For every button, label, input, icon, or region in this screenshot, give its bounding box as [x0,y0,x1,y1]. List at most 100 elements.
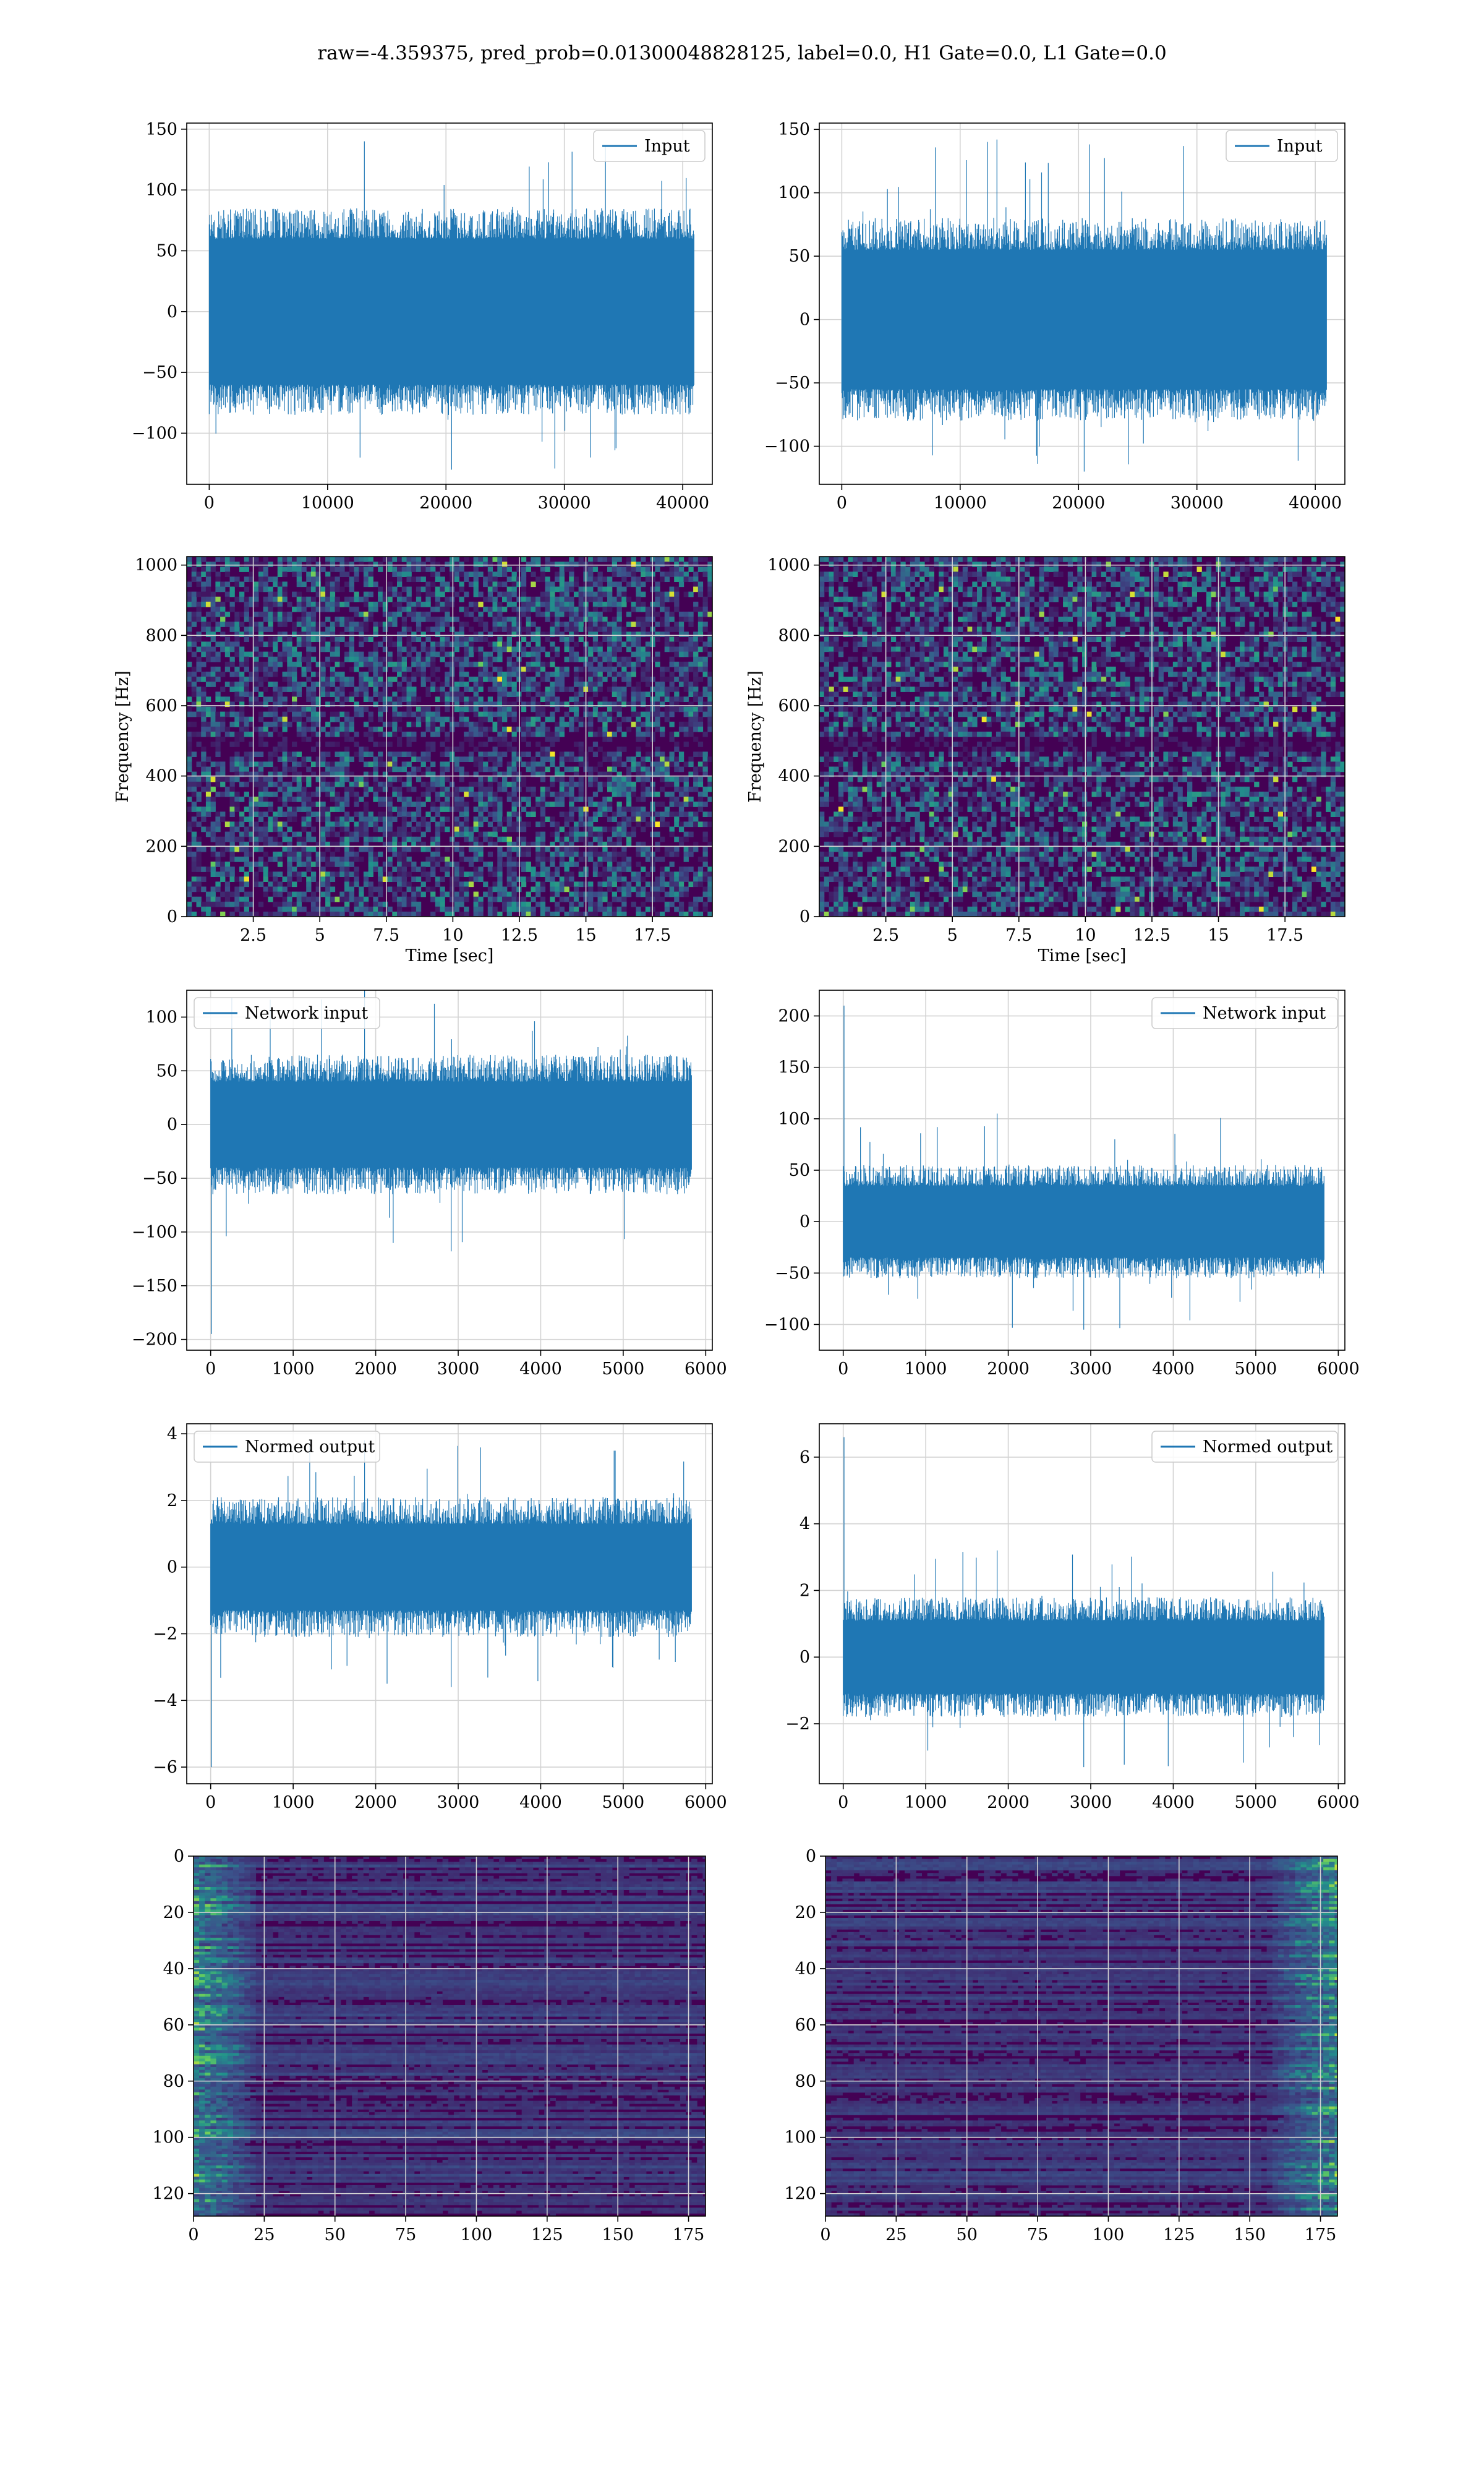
legend-label: Network input [245,1004,368,1023]
x-tick-label: 0 [188,2225,198,2245]
x-tick-label: 125 [531,2225,563,2245]
x-axis-label: Time [sec] [1038,946,1127,965]
x-tick-label: 10 [442,926,463,945]
y-tick-label: 200 [145,837,177,856]
y-tick-label: 0 [167,907,177,927]
heatmap-cells [187,557,712,917]
x-tick-label: 2000 [987,1793,1030,1812]
x-tick-label: 0 [838,1359,848,1379]
subplot-r1c1: 2.5 5 7.5 10 12.5 15 17.5 0 200 400 600 800 1000 Time… [746,556,1345,965]
y-tick-label: 60 [795,2016,816,2035]
x-tick-label: 125 [1163,2225,1195,2245]
x-tick-label: 3000 [437,1793,480,1812]
y-tick-label: 0 [800,310,810,330]
y-tick-label: 800 [778,626,810,645]
y-tick-label: −6 [153,1758,177,1777]
x-tick-label: 3000 [437,1359,480,1379]
y-tick-label: 50 [789,1161,810,1180]
tick-labels: 0 1000 2000 3000 4000 5000 6000 −100 −50 0 50 100 15… [764,1007,1360,1379]
subplot-r3c1: 0 1000 2000 3000 4000 5000 6000 −2 0 2 4 6 Normed ou… [785,1423,1360,1812]
legend: Normed output [1151,1431,1338,1463]
axes-frame [819,1423,1345,1784]
axes-frame [186,122,713,485]
y-tick-label: −200 [132,1330,177,1350]
tick-labels: 0 10000 20000 30000 40000 −100 −50 0 50 100 150 [132,120,709,513]
subplot-r2c1: 0 1000 2000 3000 4000 5000 6000 −100 −50 0 50 100 15… [764,990,1360,1379]
y-tick-label: 40 [795,1959,816,1979]
legend: Network input [1151,997,1338,1029]
legend: Normed output [194,1431,380,1463]
x-tick-label: 0 [838,1793,848,1812]
y-tick-label: 20 [795,1903,816,1922]
x-tick-label: 150 [602,2225,634,2245]
y-tick-label: −150 [132,1277,177,1296]
legend-label: Input [644,137,690,156]
grid-lines [825,1856,1337,2216]
y-axis-label: Frequency [Hz] [746,670,765,802]
x-tick-label: 25 [885,2225,906,2245]
x-tick-label: 4000 [1152,1793,1195,1812]
x-tick-label: 3000 [1070,1793,1112,1812]
x-tick-label: 5 [315,926,325,945]
x-tick-label: 5000 [1235,1793,1277,1812]
y-tick-label: 20 [163,1903,184,1922]
y-tick-label: 0 [800,907,810,927]
signal-trace [843,1005,1324,1330]
x-tick-label: 0 [837,494,847,513]
subplot-r1c0: 2.5 5 7.5 10 12.5 15 17.5 0 200 400 600 800 1000 Time… [113,556,713,965]
x-tick-label: 6000 [1317,1359,1360,1379]
x-tick-label: 5 [947,926,958,945]
x-tick-label: 50 [325,2225,346,2245]
x-tick-label: 40000 [1289,494,1342,513]
x-tick-label: 4000 [1152,1359,1195,1379]
subplot-r4c1: 0 25 50 75 100 125 150 175 0 20 40 60 80 100 120 [784,1847,1338,2245]
y-tick-label: −2 [153,1625,177,1644]
x-tick-label: 2.5 [872,926,899,945]
x-tick-label: 6000 [684,1793,727,1812]
y-tick-label: −50 [775,374,810,393]
x-tick-label: 150 [1234,2225,1266,2245]
x-tick-label: 1000 [272,1359,315,1379]
y-tick-label: 600 [145,696,177,716]
subplot-r0c1: 0 10000 20000 30000 40000 −100 −50 0 50 100 150 Inp… [764,120,1345,513]
y-tick-label: 0 [167,1558,177,1577]
y-tick-label: 100 [145,181,177,200]
x-tick-label: 17.5 [634,926,671,945]
legend-label: Input [1277,137,1323,156]
signal-trace [208,141,694,470]
x-tick-label: 100 [1093,2225,1125,2245]
legend: Input [1226,130,1338,162]
y-tick-label: 100 [778,1110,810,1129]
x-tick-label: 5000 [1235,1359,1277,1379]
signal-trace [841,139,1327,472]
x-tick-label: 25 [254,2225,275,2245]
x-tick-label: 10000 [301,494,354,513]
y-tick-label: −50 [142,363,177,382]
x-tick-label: 5000 [602,1793,645,1812]
axes-frame [825,1856,1338,2217]
x-tick-label: 1000 [905,1359,947,1379]
axes-frame [186,1423,713,1784]
y-tick-label: 50 [156,241,177,260]
y-axis-label: Frequency [Hz] [113,670,132,802]
x-tick-label: 175 [673,2225,705,2245]
y-tick-label: 4 [167,1424,177,1444]
tick-labels: 2.5 5 7.5 10 12.5 15 17.5 0 200 400 600 800 1000 [135,556,671,945]
y-tick-label: 0 [800,1212,810,1231]
tick-labels: 0 10000 20000 30000 40000 −100 −50 0 50 100 150 [764,120,1342,513]
x-tick-label: 5000 [602,1359,645,1379]
x-tick-label: 2000 [987,1359,1030,1379]
y-tick-label: 6 [800,1448,810,1467]
x-tick-label: 3000 [1070,1359,1112,1379]
legend-label: Normed output [1203,1437,1333,1457]
y-tick-label: 100 [778,184,810,203]
axes-frame [819,556,1345,917]
y-tick-label: 100 [784,2128,816,2147]
y-tick-label: 400 [145,767,177,786]
x-tick-label: 1000 [905,1793,947,1812]
axes-frame [186,556,713,917]
x-tick-label: 0 [204,494,215,513]
legend-label: Network input [1203,1004,1326,1023]
axes-frame [193,1856,706,2217]
